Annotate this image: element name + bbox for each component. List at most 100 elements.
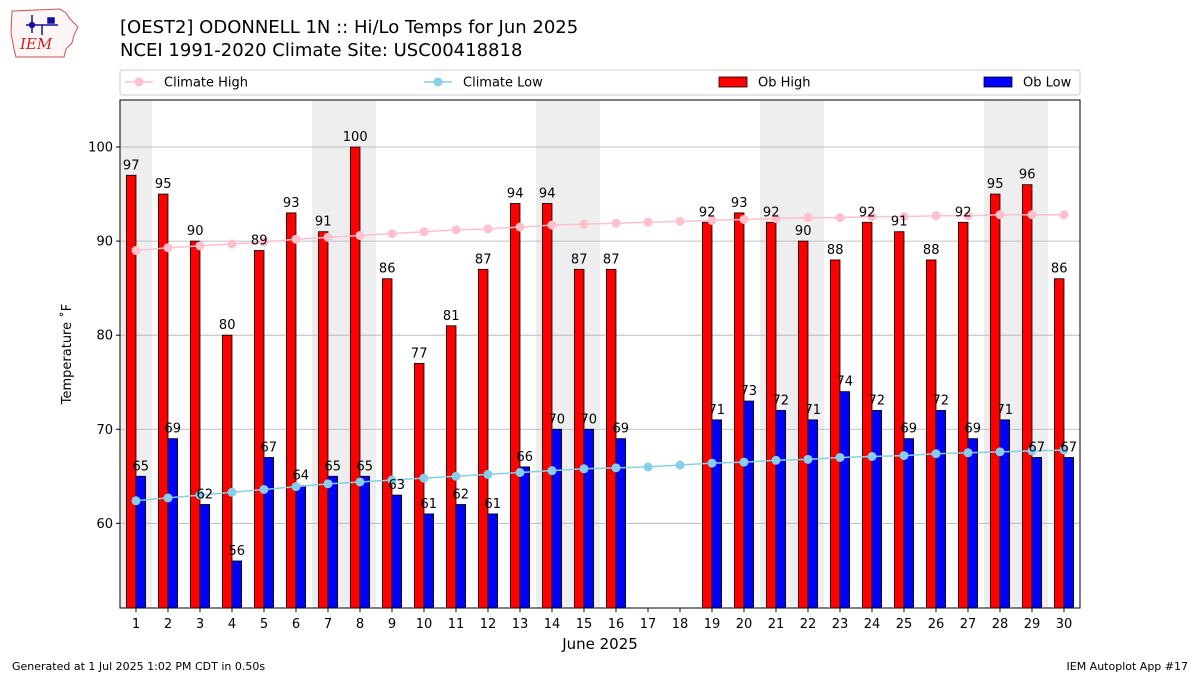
label-ob-low-12: 61 [485,497,502,512]
bar-ob-low-29 [1031,457,1043,609]
x-tick-label-16: 16 [608,617,625,632]
point-climate-low-20 [739,457,749,467]
bar-ob-low-11 [455,504,467,609]
label-ob-low-21: 72 [773,393,790,408]
y-axis-label: Temperature ˚F [59,304,75,405]
x-tick-label-5: 5 [260,617,268,632]
bar-ob-low-30 [1063,457,1075,609]
bar-ob-high-27 [958,221,969,609]
x-tick-label-27: 27 [960,617,977,632]
point-climate-low-30 [1059,445,1069,455]
legend-label-ob-low: Ob Low [1023,76,1072,91]
iowa-outline-icon [10,8,79,58]
x-tick-label-9: 9 [388,617,396,632]
point-climate-high-10 [419,227,429,237]
bar-ob-high-3 [189,240,201,609]
label-ob-low-22: 71 [805,403,822,418]
point-climate-low-11 [451,471,461,481]
point-climate-low-21 [771,455,781,465]
label-ob-low-19: 71 [709,403,726,418]
label-ob-low-2: 69 [165,422,182,437]
bar-ob-high-16 [606,268,617,609]
point-climate-low-14 [547,466,557,476]
x-tick-label-29: 29 [1024,617,1041,632]
bar-ob-low-12 [487,513,499,609]
y-tick-label-70: 70 [96,423,113,438]
bar-ob-low-25 [903,438,915,609]
label-ob-high-10: 77 [411,346,428,361]
label-ob-low-27: 69 [965,422,982,437]
label-ob-high-16: 87 [603,252,620,267]
bar-ob-high-4 [221,334,233,609]
x-tick-label-19: 19 [704,617,721,632]
bar-ob-high-10 [413,363,425,609]
label-ob-low-24: 72 [869,393,886,408]
y-tick-label-90: 90 [96,235,113,250]
bar-ob-low-3 [199,504,211,609]
label-ob-high-24: 92 [859,205,876,220]
label-ob-high-3: 90 [187,224,204,239]
bar-ob-low-21 [775,410,787,609]
label-ob-high-11: 81 [443,309,460,324]
legend-marker-climate-low [433,77,443,87]
bar-ob-high-25 [894,231,905,609]
legend-swatch-ob-low [983,76,1013,88]
point-climate-low-2 [163,493,173,503]
point-climate-high-4 [227,239,237,249]
point-climate-low-28 [995,447,1005,457]
point-climate-high-8 [355,230,365,240]
x-tick-label-8: 8 [356,617,364,632]
label-ob-high-28: 95 [987,177,1004,192]
bar-ob-low-26 [935,410,947,609]
footer-generated: Generated at 1 Jul 2025 1:02 PM CDT in 0… [12,660,266,673]
label-ob-high-14: 94 [539,186,556,201]
label-ob-high-22: 90 [795,224,812,239]
point-climate-low-19 [707,458,717,468]
point-climate-high-19 [707,215,717,225]
point-climate-high-27 [963,211,973,221]
bar-ob-low-20 [743,400,755,609]
x-tick-label-15: 15 [576,617,593,632]
point-climate-high-1 [131,246,141,256]
label-ob-low-7: 65 [325,459,342,474]
bar-ob-high-15 [574,268,585,609]
bar-ob-high-9 [381,278,393,609]
label-ob-high-26: 88 [923,243,940,258]
label-ob-high-30: 86 [1051,262,1068,277]
label-ob-high-1: 97 [123,158,140,173]
point-climate-high-22 [803,213,813,223]
bar-ob-high-7 [317,231,329,609]
bar-ob-low-19 [711,419,723,609]
footer-app: IEM Autoplot App #17 [1066,660,1189,673]
point-climate-low-3 [195,490,205,500]
label-ob-low-28: 71 [997,403,1014,418]
x-tick-label-7: 7 [324,617,332,632]
label-ob-low-10: 61 [421,497,438,512]
x-tick-label-18: 18 [672,617,689,632]
label-ob-low-8: 65 [357,459,374,474]
point-climate-low-5 [259,484,269,494]
bar-ob-low-10 [423,513,435,609]
point-climate-low-25 [899,451,909,461]
bar-ob-high-5 [253,250,265,609]
point-climate-high-15 [579,219,589,229]
label-ob-high-25: 91 [891,215,908,230]
point-climate-high-9 [387,229,397,239]
label-ob-high-20: 93 [731,196,748,211]
point-climate-low-18 [675,460,685,470]
label-ob-low-9: 63 [389,478,406,493]
label-ob-high-6: 93 [283,196,300,211]
y-tick-label-100: 100 [88,141,113,156]
x-tick-label-14: 14 [544,617,561,632]
plot-frame [119,99,1081,609]
point-climate-high-5 [259,237,269,247]
label-ob-low-1: 65 [133,459,150,474]
legend-label-ob-high: Ob High [758,76,811,91]
legend-item-climate-high: Climate High [125,76,248,91]
point-climate-high-26 [931,211,941,221]
point-climate-low-1 [131,496,141,506]
legend-label-climate-low: Climate Low [463,76,543,91]
label-ob-low-5: 67 [261,440,278,455]
x-tick-label-12: 12 [480,617,497,632]
